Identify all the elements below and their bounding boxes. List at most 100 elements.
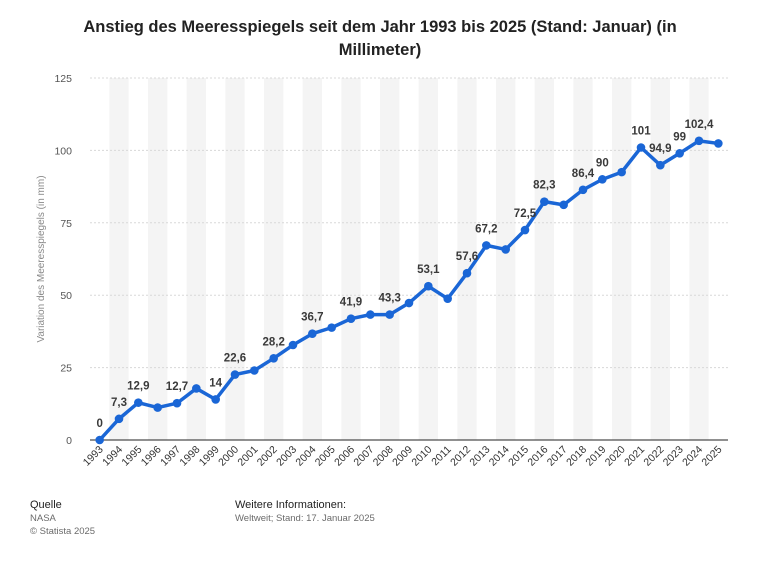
x-tick-label: 2023	[661, 444, 686, 469]
info-heading: Weitere Informationen:	[235, 499, 347, 511]
y-tick-label: 50	[60, 290, 72, 302]
info-block: Weitere Informationen: Weltweit; Stand: …	[235, 498, 375, 525]
data-label: 101	[631, 126, 651, 138]
x-tick-label: 2005	[313, 444, 338, 469]
data-point[interactable]	[714, 139, 723, 148]
data-point[interactable]	[153, 403, 162, 412]
x-tick-label: 1996	[139, 444, 164, 469]
x-tick-label: 2020	[603, 444, 628, 469]
data-label: 67,2	[475, 223, 497, 235]
x-tick-label: 2010	[409, 444, 434, 469]
background-bands	[109, 78, 709, 440]
background-band	[264, 78, 284, 440]
data-point[interactable]	[172, 398, 182, 408]
data-point[interactable]	[346, 314, 356, 323]
y-tick-label: 75	[60, 218, 72, 230]
x-tick-label: 1998	[177, 444, 202, 469]
data-label: 57,6	[456, 251, 478, 263]
data-label: 99	[673, 131, 686, 143]
data-point[interactable]	[462, 268, 472, 278]
x-tick-label: 2011	[429, 444, 454, 469]
data-point[interactable]	[501, 245, 510, 254]
x-tick-label: 1995	[119, 444, 144, 469]
x-tick-label: 2013	[467, 444, 492, 469]
source-heading: Quelle	[30, 499, 62, 511]
data-label: 36,7	[301, 312, 323, 324]
x-tick-label: 2021	[622, 444, 647, 469]
background-band	[496, 78, 516, 440]
x-tick-label: 2025	[699, 444, 724, 469]
data-point[interactable]	[578, 185, 588, 195]
background-band	[457, 78, 477, 440]
x-tick-label: 2008	[371, 444, 396, 469]
copyright-text[interactable]: © Statista 2025	[30, 526, 96, 537]
data-point[interactable]	[366, 310, 375, 319]
data-point[interactable]	[308, 329, 317, 339]
background-band	[302, 78, 322, 440]
data-label: 72,5	[514, 208, 537, 220]
data-point[interactable]	[424, 281, 433, 291]
info-text: Weltweit; Stand: 17. Januar 2025	[235, 513, 375, 524]
data-point[interactable]	[269, 354, 278, 363]
data-label: 53,1	[417, 264, 440, 276]
x-tick-label: 1994	[100, 444, 125, 469]
background-band	[650, 78, 670, 440]
data-point[interactable]	[617, 167, 626, 177]
data-point[interactable]	[656, 160, 665, 170]
background-band	[380, 78, 400, 440]
data-label: 41,9	[340, 297, 362, 309]
data-point[interactable]	[288, 340, 298, 350]
chart-title: Anstieg des Meeresspiegels seit dem Jahr…	[83, 18, 677, 59]
x-tick-label: 2014	[487, 444, 512, 469]
data-label: 12,9	[127, 381, 149, 393]
data-point[interactable]	[95, 435, 104, 445]
data-point[interactable]	[114, 414, 124, 424]
data-point[interactable]	[636, 143, 646, 152]
data-point[interactable]	[598, 175, 607, 184]
data-point[interactable]	[404, 298, 414, 308]
data-point[interactable]	[540, 197, 549, 206]
data-point[interactable]	[327, 323, 336, 332]
x-tick-label: 2007	[351, 444, 376, 469]
x-tick-label: 2019	[583, 444, 608, 469]
x-tick-label: 2024	[680, 444, 705, 469]
data-point[interactable]	[520, 225, 530, 235]
background-band	[418, 78, 438, 440]
data-label: 12,7	[166, 381, 188, 393]
x-tick-label: 2000	[216, 444, 241, 469]
source-name[interactable]: NASA	[30, 513, 56, 524]
x-tick-label: 2016	[525, 444, 550, 469]
x-tick-label: 2009	[390, 444, 415, 469]
data-point[interactable]	[443, 294, 452, 303]
x-tick-label: 1997	[158, 444, 183, 469]
data-label: 102,4	[685, 119, 714, 131]
background-band	[186, 78, 206, 440]
background-band	[148, 78, 168, 440]
data-label: 0	[96, 418, 102, 430]
data-point[interactable]	[675, 148, 684, 158]
data-point[interactable]	[134, 398, 143, 407]
y-axis-ticks: 0 25 50 75 100 125	[54, 73, 72, 447]
x-tick-label: 2001	[235, 444, 260, 469]
data-point[interactable]	[192, 384, 201, 393]
x-tick-label: 2003	[274, 444, 299, 469]
data-point[interactable]	[385, 310, 394, 319]
data-label: 90	[596, 157, 609, 169]
data-point[interactable]	[694, 136, 704, 146]
data-label: 43,3	[378, 293, 400, 305]
data-point[interactable]	[482, 241, 491, 250]
data-point[interactable]	[250, 366, 259, 375]
y-tick-label: 25	[60, 363, 72, 375]
background-band	[341, 78, 361, 440]
background-band	[689, 78, 709, 440]
y-axis-title: Variation des Meeresspiegels (in mm)	[36, 175, 47, 342]
data-point[interactable]	[559, 200, 568, 210]
background-band	[612, 78, 632, 440]
data-point[interactable]	[230, 370, 240, 379]
data-points	[95, 136, 723, 445]
x-tick-label: 2006	[332, 444, 357, 469]
y-tick-label: 100	[54, 145, 72, 157]
data-label: 94,9	[649, 143, 671, 155]
data-point[interactable]	[211, 395, 220, 404]
